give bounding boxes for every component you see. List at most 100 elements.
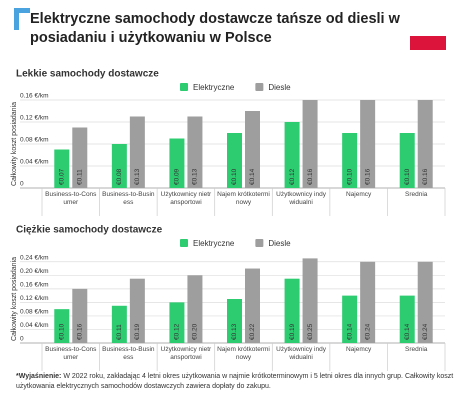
bar	[72, 127, 88, 188]
value-label: €0.24	[364, 323, 371, 340]
y-axis-label: Całkowity koszt posiadania	[11, 257, 18, 341]
footnote-label: *Wyjaśnienie:	[16, 373, 62, 380]
bar	[129, 116, 145, 188]
bar	[399, 133, 415, 188]
x-tick-label: Użytkownicy indywidualni	[276, 191, 326, 206]
bar	[245, 268, 260, 343]
page-title: Elektryczne samochody dostawcze tańsze o…	[30, 11, 400, 46]
legend-swatch	[255, 239, 264, 247]
value-label: €0.08	[116, 168, 123, 185]
value-label: €0.25	[307, 323, 314, 340]
value-label: €0.13	[231, 323, 238, 340]
value-label: €0.14	[346, 323, 353, 340]
chart-subtitle: Lekkie samochody dostawcze	[16, 69, 159, 80]
x-tick-label: Business-to-Business	[102, 346, 155, 361]
bar	[227, 299, 242, 343]
value-label: €0.16	[422, 168, 429, 185]
bar	[111, 305, 127, 343]
footnote: *Wyjaśnienie: W 2022 roku, zakładając 4 …	[16, 372, 456, 392]
value-label: €0.10	[231, 168, 238, 185]
value-label: €0.22	[249, 323, 256, 340]
y-tick-label: 0.16 €/km	[20, 282, 49, 289]
x-tick-label-box: Użytkownicy indywidualni	[276, 346, 326, 361]
bar	[302, 100, 318, 188]
legend-swatch	[180, 239, 188, 247]
y-tick-label: 0.08 €/km	[20, 137, 49, 144]
bar	[187, 275, 203, 343]
footnote-text: W 2022 roku, zakładając 4 letni okres uż…	[16, 373, 454, 390]
value-label: €0.11	[116, 324, 123, 340]
bar	[302, 258, 318, 343]
value-label: €0.16	[77, 323, 84, 340]
x-tick-label-box: Użytkownicy nietransportowi	[161, 191, 212, 206]
value-label: €0.20	[192, 323, 199, 340]
legend-label: Diesle	[268, 239, 291, 248]
bar	[111, 144, 127, 188]
value-label: €0.12	[174, 323, 181, 340]
x-tick-label-box: Najem krótkoterminowy	[217, 191, 270, 206]
bar	[342, 295, 358, 343]
bar	[245, 111, 260, 188]
bar	[417, 261, 433, 343]
y-tick-label: 0.24 €/km	[20, 254, 49, 261]
bar	[227, 133, 242, 188]
value-label: €0.13	[134, 168, 141, 185]
bar	[169, 302, 185, 343]
legend-label: Diesle	[268, 83, 291, 92]
flag	[410, 36, 446, 50]
x-tick-label: Najemcy	[345, 346, 372, 353]
logo-corner	[14, 8, 30, 30]
x-tick-label: Średnia	[405, 346, 428, 353]
y-tick-label: 0.08 €/km	[20, 309, 49, 316]
bar	[360, 100, 376, 188]
x-tick-label-box: Najemcy	[345, 346, 372, 353]
x-tick-label-box: Business-to-Business	[102, 191, 155, 206]
bar	[360, 261, 376, 343]
value-label: €0.10	[59, 323, 66, 340]
y-tick-label: 0	[20, 336, 24, 343]
legend-swatch	[255, 83, 264, 91]
x-tick-label-box: Business-to-Business	[102, 346, 155, 361]
bar	[399, 295, 415, 343]
bar	[342, 133, 358, 188]
x-tick-label-box: Najem krótkoterminowy	[217, 346, 270, 361]
value-label: €0.16	[364, 168, 371, 185]
value-label: €0.11	[77, 169, 84, 185]
x-tick-label: Business-to-Business	[102, 191, 155, 206]
x-tick-label-box: Business-to-Consumer	[45, 346, 97, 361]
value-label: €0.09	[174, 168, 181, 185]
bar	[417, 100, 433, 188]
bar	[54, 149, 70, 188]
x-tick-label: Użytkownicy indywidualni	[276, 346, 326, 361]
value-label: €0.10	[346, 168, 353, 185]
y-tick-label: 0.12 €/km	[20, 295, 49, 302]
bar	[187, 116, 203, 188]
x-tick-label-box: Business-to-Consumer	[45, 191, 96, 206]
value-label: €0.10	[404, 168, 411, 185]
bar	[129, 278, 145, 343]
y-tick-label: 0.12 €/km	[20, 115, 49, 122]
x-tick-label: Najemcy	[345, 191, 372, 198]
value-label: €0.12	[289, 168, 296, 185]
value-label: €0.14	[404, 323, 411, 340]
x-tick-label-box: Średnia	[405, 191, 428, 198]
legend-swatch	[180, 83, 188, 91]
x-tick-label: Średnia	[405, 191, 428, 198]
value-label: €0.19	[289, 323, 296, 340]
chart-subtitle: Ciężkie samochody dostawcze	[16, 225, 163, 236]
x-tick-label-box: Użytkownicy nietransportowi	[161, 346, 212, 361]
y-tick-label: 0.20 €/km	[20, 268, 49, 275]
legend-label: Elektryczne	[193, 239, 235, 248]
bar	[284, 122, 300, 188]
y-tick-label: 0.16 €/km	[20, 93, 49, 100]
value-label: €0.07	[59, 168, 66, 185]
bar	[54, 309, 70, 343]
x-tick-label-box: Średnia	[405, 346, 428, 353]
bar	[169, 138, 185, 188]
y-tick-label: 0.04 €/km	[20, 322, 49, 329]
bar	[72, 288, 88, 343]
value-label: €0.16	[307, 168, 314, 185]
x-tick-label: Business-to-Consumer	[45, 346, 97, 361]
